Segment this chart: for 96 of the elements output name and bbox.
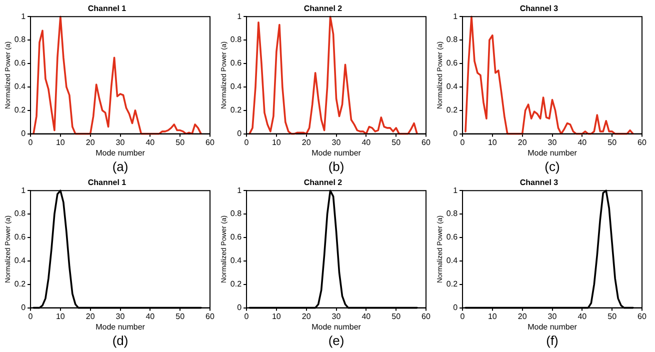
x-tick-label: 20 [302,312,312,321]
y-tick-label: 1 [21,186,26,195]
x-tick-label: 0 [244,138,250,147]
y-tick-label: 0.8 [230,35,242,44]
text: (d) [112,333,128,348]
y-tick-label: 0 [237,303,242,312]
x-tick-label: 60 [206,138,215,147]
x-tick-label: 60 [638,138,647,147]
x-axis-title: Mode number [528,148,578,158]
x-tick-label: 40 [578,138,588,147]
x-tick-label: 10 [272,312,282,321]
y-tick-label: 0 [453,129,458,138]
chart-title: Channel 1 [88,4,127,14]
y-tick-label: 0.2 [14,280,26,289]
x-tick-label: 60 [206,312,215,321]
x-tick-label: 60 [638,312,647,321]
x-tick-label: 50 [392,138,402,147]
x-tick-label: 30 [548,138,558,147]
y-tick-label: 0.4 [230,256,242,266]
chart-title: Channel 3 [520,178,559,188]
y-tick-label: 0.6 [14,232,26,242]
y-tick-label: 0 [453,303,458,312]
y-tick-label: 0.8 [14,209,26,218]
text: (b) [328,159,344,174]
text: (a) [112,159,128,174]
x-tick-label: 10 [488,138,498,147]
y-tick-label: 1 [453,186,458,195]
x-tick-label: 50 [176,312,186,321]
x-tick-label: 20 [518,138,528,147]
x-tick-label: 10 [488,312,498,321]
chart-title: Channel 2 [304,178,343,188]
y-tick-label: 0.4 [14,82,26,92]
x-tick-label: 60 [422,138,431,147]
x-tick-label: 30 [332,312,342,321]
text: (c) [544,159,560,174]
x-tick-label: 40 [362,138,372,147]
y-tick-label: 0.4 [230,82,242,92]
x-axis-title: Mode number [528,322,578,332]
x-tick-label: 40 [578,312,588,321]
y-tick-label: 1 [453,12,458,21]
y-tick-label: 1 [237,186,242,195]
y-tick-label: 0 [237,129,242,138]
x-tick-label: 0 [460,312,466,321]
y-tick-label: 0.6 [446,58,458,68]
y-tick-label: 0.8 [446,209,458,218]
x-tick-label: 50 [392,312,402,321]
y-tick-label: 0 [21,303,26,312]
y-tick-label: 1 [237,12,242,21]
y-tick-label: 0.2 [446,280,458,289]
y-tick-label: 0.2 [446,106,458,115]
y-tick-label: 0 [21,129,26,138]
x-tick-label: 50 [608,312,618,321]
text: (e) [328,333,344,348]
x-tick-label: 0 [28,312,34,321]
x-tick-label: 10 [272,138,282,147]
x-tick-label: 50 [608,138,618,147]
x-tick-label: 0 [244,312,250,321]
x-axis-title: Mode number [312,322,362,332]
x-tick-label: 0 [460,138,466,147]
x-tick-label: 20 [86,312,96,321]
text: (f) [546,333,558,348]
y-tick-label: 0.2 [230,280,242,289]
x-tick-label: 0 [28,138,34,147]
y-tick-label: 0.4 [446,82,458,92]
y-tick-label: 0.6 [230,232,242,242]
x-tick-label: 40 [146,312,156,321]
x-tick-label: 20 [518,312,528,321]
x-tick-label: 60 [422,312,431,321]
chart-title: Channel 2 [304,4,343,14]
x-axis-title: Mode number [96,148,146,158]
chart-title: Channel 3 [520,4,559,14]
y-tick-label: 0.2 [14,106,26,115]
x-axis-title: Mode number [312,148,362,158]
chart-title: Channel 1 [88,178,127,188]
x-tick-label: 30 [332,138,342,147]
y-tick-label: 0.8 [14,35,26,44]
x-tick-label: 10 [56,138,66,147]
y-tick-label: 0.2 [230,106,242,115]
y-tick-label: 0.4 [14,256,26,266]
y-tick-label: 0.6 [14,58,26,68]
x-tick-label: 30 [548,312,558,321]
x-tick-label: 40 [146,138,156,147]
y-tick-label: 0.4 [446,256,458,266]
x-tick-label: 20 [302,138,312,147]
y-tick-label: 0.6 [230,58,242,68]
x-tick-label: 10 [56,312,66,321]
x-tick-label: 50 [176,138,186,147]
x-tick-label: 30 [116,312,126,321]
x-axis-title: Mode number [96,322,146,332]
x-tick-label: 30 [116,138,126,147]
y-tick-label: 0.6 [446,232,458,242]
y-tick-label: 0.8 [230,209,242,218]
y-tick-label: 0.8 [446,35,458,44]
y-tick-label: 1 [21,12,26,21]
x-tick-label: 40 [362,312,372,321]
x-tick-label: 20 [86,138,96,147]
